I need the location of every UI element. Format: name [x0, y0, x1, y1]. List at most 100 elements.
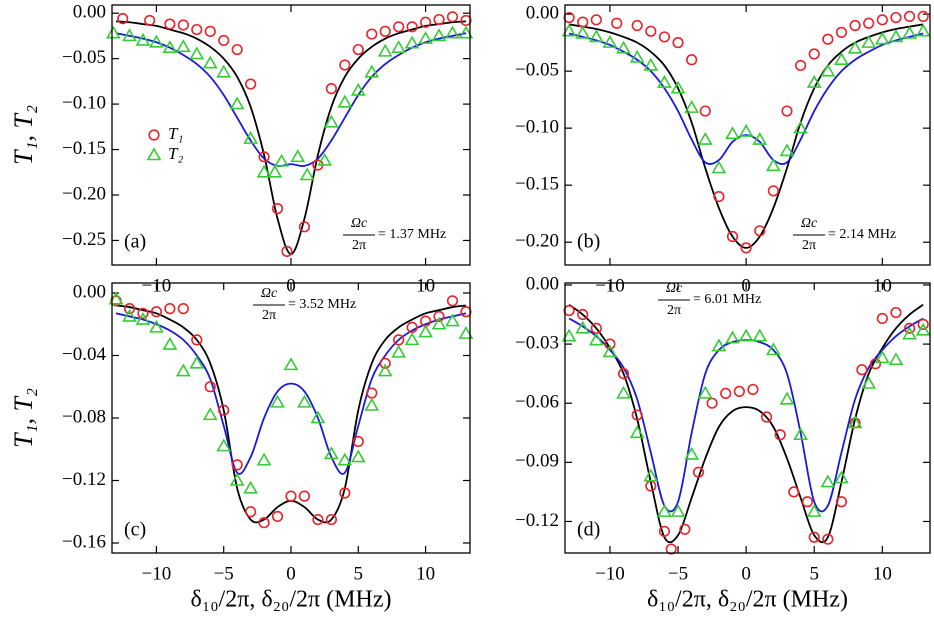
x-tick-label: 0 [741, 563, 751, 584]
marker-circle [835, 496, 848, 508]
marker-circle [460, 306, 472, 318]
marker-triangle [243, 131, 259, 144]
annotation-denominator: 2π [802, 238, 816, 253]
marker-circle [339, 487, 351, 499]
marker-circle [917, 10, 929, 23]
marker-circle [379, 25, 391, 37]
marker-circle [863, 17, 875, 29]
fit-line [568, 317, 924, 513]
marker-triangle [391, 40, 407, 54]
marker-triangle [149, 34, 164, 48]
marker-circle [774, 429, 786, 441]
marker-circle [801, 496, 814, 508]
y-tick-label: −0.09 [515, 451, 559, 472]
marker-circle [658, 525, 671, 537]
marker-triangle [445, 25, 460, 39]
marker-triangle [243, 480, 259, 494]
marker-circle [177, 303, 189, 315]
marker-circle [312, 513, 324, 526]
marker-triangle [135, 311, 151, 325]
marker-triangle [350, 82, 366, 96]
marker-circle [733, 385, 745, 397]
plot-frame [111, 4, 471, 266]
marker-triangle [602, 35, 618, 48]
marker-triangle [350, 449, 366, 463]
marker-triangle [445, 313, 460, 327]
marker-circle [686, 54, 698, 66]
marker-circle [563, 304, 575, 317]
fit-line [115, 304, 467, 524]
marker-triangle [575, 320, 591, 334]
marker-triangle [377, 43, 393, 57]
marker-triangle [283, 357, 299, 371]
legend-label: T₁ [168, 124, 183, 143]
y-tick-label: −0.12 [62, 469, 106, 490]
panel-label: (b) [577, 231, 600, 253]
marker-circle [679, 523, 691, 535]
marker-triangle [431, 316, 447, 330]
marker-triangle [793, 120, 808, 134]
marker-circle [808, 48, 820, 60]
marker-circle [150, 306, 163, 318]
marker-triangle [670, 80, 686, 94]
marker-triangle [684, 100, 700, 113]
marker-circle [325, 513, 337, 526]
marker-triangle [561, 23, 577, 37]
panel: −100100.00−0.05−0.10−0.15−0.20−0.25(a)Ωc… [9, 2, 474, 296]
marker-triangle [175, 363, 191, 377]
marker-circle [177, 19, 189, 31]
y-axis-label: T₁, T₂ [9, 105, 38, 165]
legend-entry: T₂ [146, 144, 183, 163]
x-tick-label: 10 [873, 563, 892, 584]
panel: −10 −5 0 5 10 0.00 −0.03 −0.06 −0.09 −0.12 (d) Ωc 2π… [515, 273, 931, 613]
marker-triangle [820, 63, 836, 77]
marker-triangle [297, 394, 312, 408]
marker-triangle [915, 23, 931, 37]
y-tick-label: −0.08 [62, 406, 106, 427]
marker-circle [788, 486, 800, 498]
marker-triangle [765, 342, 781, 356]
y-axis-label: T₁, T₂ [9, 388, 38, 448]
marker-triangle [229, 472, 245, 486]
marker-circle [204, 25, 216, 37]
legend-swatch [148, 129, 160, 141]
marker-triangle [391, 344, 407, 358]
marker-circle [419, 16, 432, 28]
marker-circle [699, 105, 711, 117]
marker-triangle [847, 40, 863, 54]
x-tick-label: 5 [809, 563, 819, 584]
y-tick-label: −0.03 [515, 332, 559, 353]
marker-circle [352, 43, 364, 56]
annotation-numerator: Ωc [666, 281, 683, 296]
marker-triangle [202, 55, 218, 69]
marker-triangle [806, 74, 822, 88]
marker-circle [406, 321, 418, 333]
marker-circle [366, 28, 378, 40]
marker-triangle [256, 164, 272, 178]
marker-circle [393, 21, 405, 33]
y-tick-label: 0.00 [526, 2, 559, 23]
marker-triangle [364, 64, 380, 78]
marker-circle [258, 151, 270, 163]
marker-triangle [779, 391, 795, 405]
fit-line [115, 312, 467, 475]
y-tick-label: −0.15 [62, 138, 106, 159]
marker-circle [767, 185, 779, 197]
marker-triangle [323, 114, 339, 128]
marker-triangle [575, 25, 591, 39]
marker-circle [379, 357, 391, 369]
marker-triangle [643, 468, 659, 482]
marker-triangle [643, 57, 659, 71]
annotation-text: = 1.37 MHz [378, 227, 446, 242]
marker-circle [446, 11, 459, 23]
marker-circle [740, 242, 752, 254]
y-tick-label: −0.05 [515, 59, 559, 80]
fit-line [568, 32, 924, 165]
marker-triangle [299, 167, 315, 181]
panel: −10 −5 0 5 10 0.00 −0.04 −0.08 −0.12 −0.16 (c) Ωc 2π… [9, 281, 474, 613]
marker-triangle [404, 332, 420, 346]
marker-triangle [752, 131, 768, 145]
marker-circle [433, 310, 445, 323]
marker-triangle [588, 29, 604, 43]
marker-triangle [711, 160, 727, 174]
